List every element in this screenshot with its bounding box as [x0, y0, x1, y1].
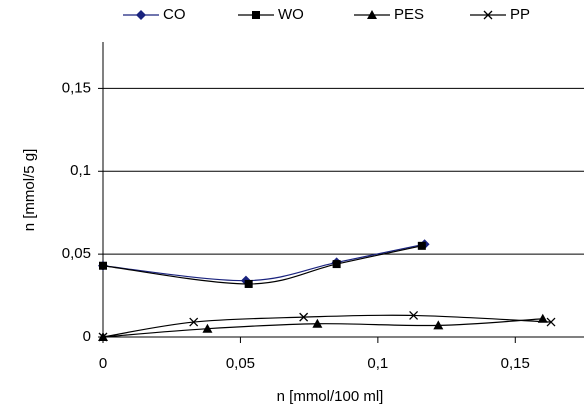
x-tick-label: 0,15	[501, 355, 530, 372]
y-tick-label: 0,15	[62, 79, 91, 96]
series-line	[102, 314, 552, 338]
series-line	[102, 318, 543, 338]
x-tick-label: 0,1	[367, 355, 388, 372]
y-axis-label: n [mmol/5 g]	[21, 149, 38, 232]
y-tick-label: 0	[83, 328, 91, 345]
marker	[546, 317, 556, 327]
marker	[202, 323, 213, 333]
legend-marker	[252, 11, 260, 19]
legend-label: WO	[278, 6, 304, 23]
x-tick-label: 0	[99, 355, 107, 372]
marker	[332, 260, 341, 269]
legend-marker	[136, 10, 146, 20]
marker	[189, 317, 199, 327]
legend-label: CO	[163, 6, 186, 23]
marker	[417, 241, 426, 250]
marker	[98, 332, 108, 342]
legend-label: PES	[394, 6, 424, 23]
x-axis-label: n [mmol/100 ml]	[277, 388, 384, 405]
legend-marker	[483, 10, 493, 20]
marker	[299, 312, 309, 322]
marker	[99, 261, 107, 270]
series-line	[102, 243, 425, 282]
marker	[312, 318, 323, 328]
marker	[433, 320, 444, 330]
x-tick-label: 0,05	[226, 355, 255, 372]
marker	[409, 310, 419, 320]
y-tick-label: 0,05	[62, 245, 91, 262]
y-tick-label: 0,1	[70, 162, 91, 179]
marker	[537, 313, 548, 323]
legend-marker	[367, 10, 377, 19]
series-line	[102, 245, 422, 285]
legend-label: PP	[510, 6, 530, 23]
marker	[244, 279, 253, 288]
